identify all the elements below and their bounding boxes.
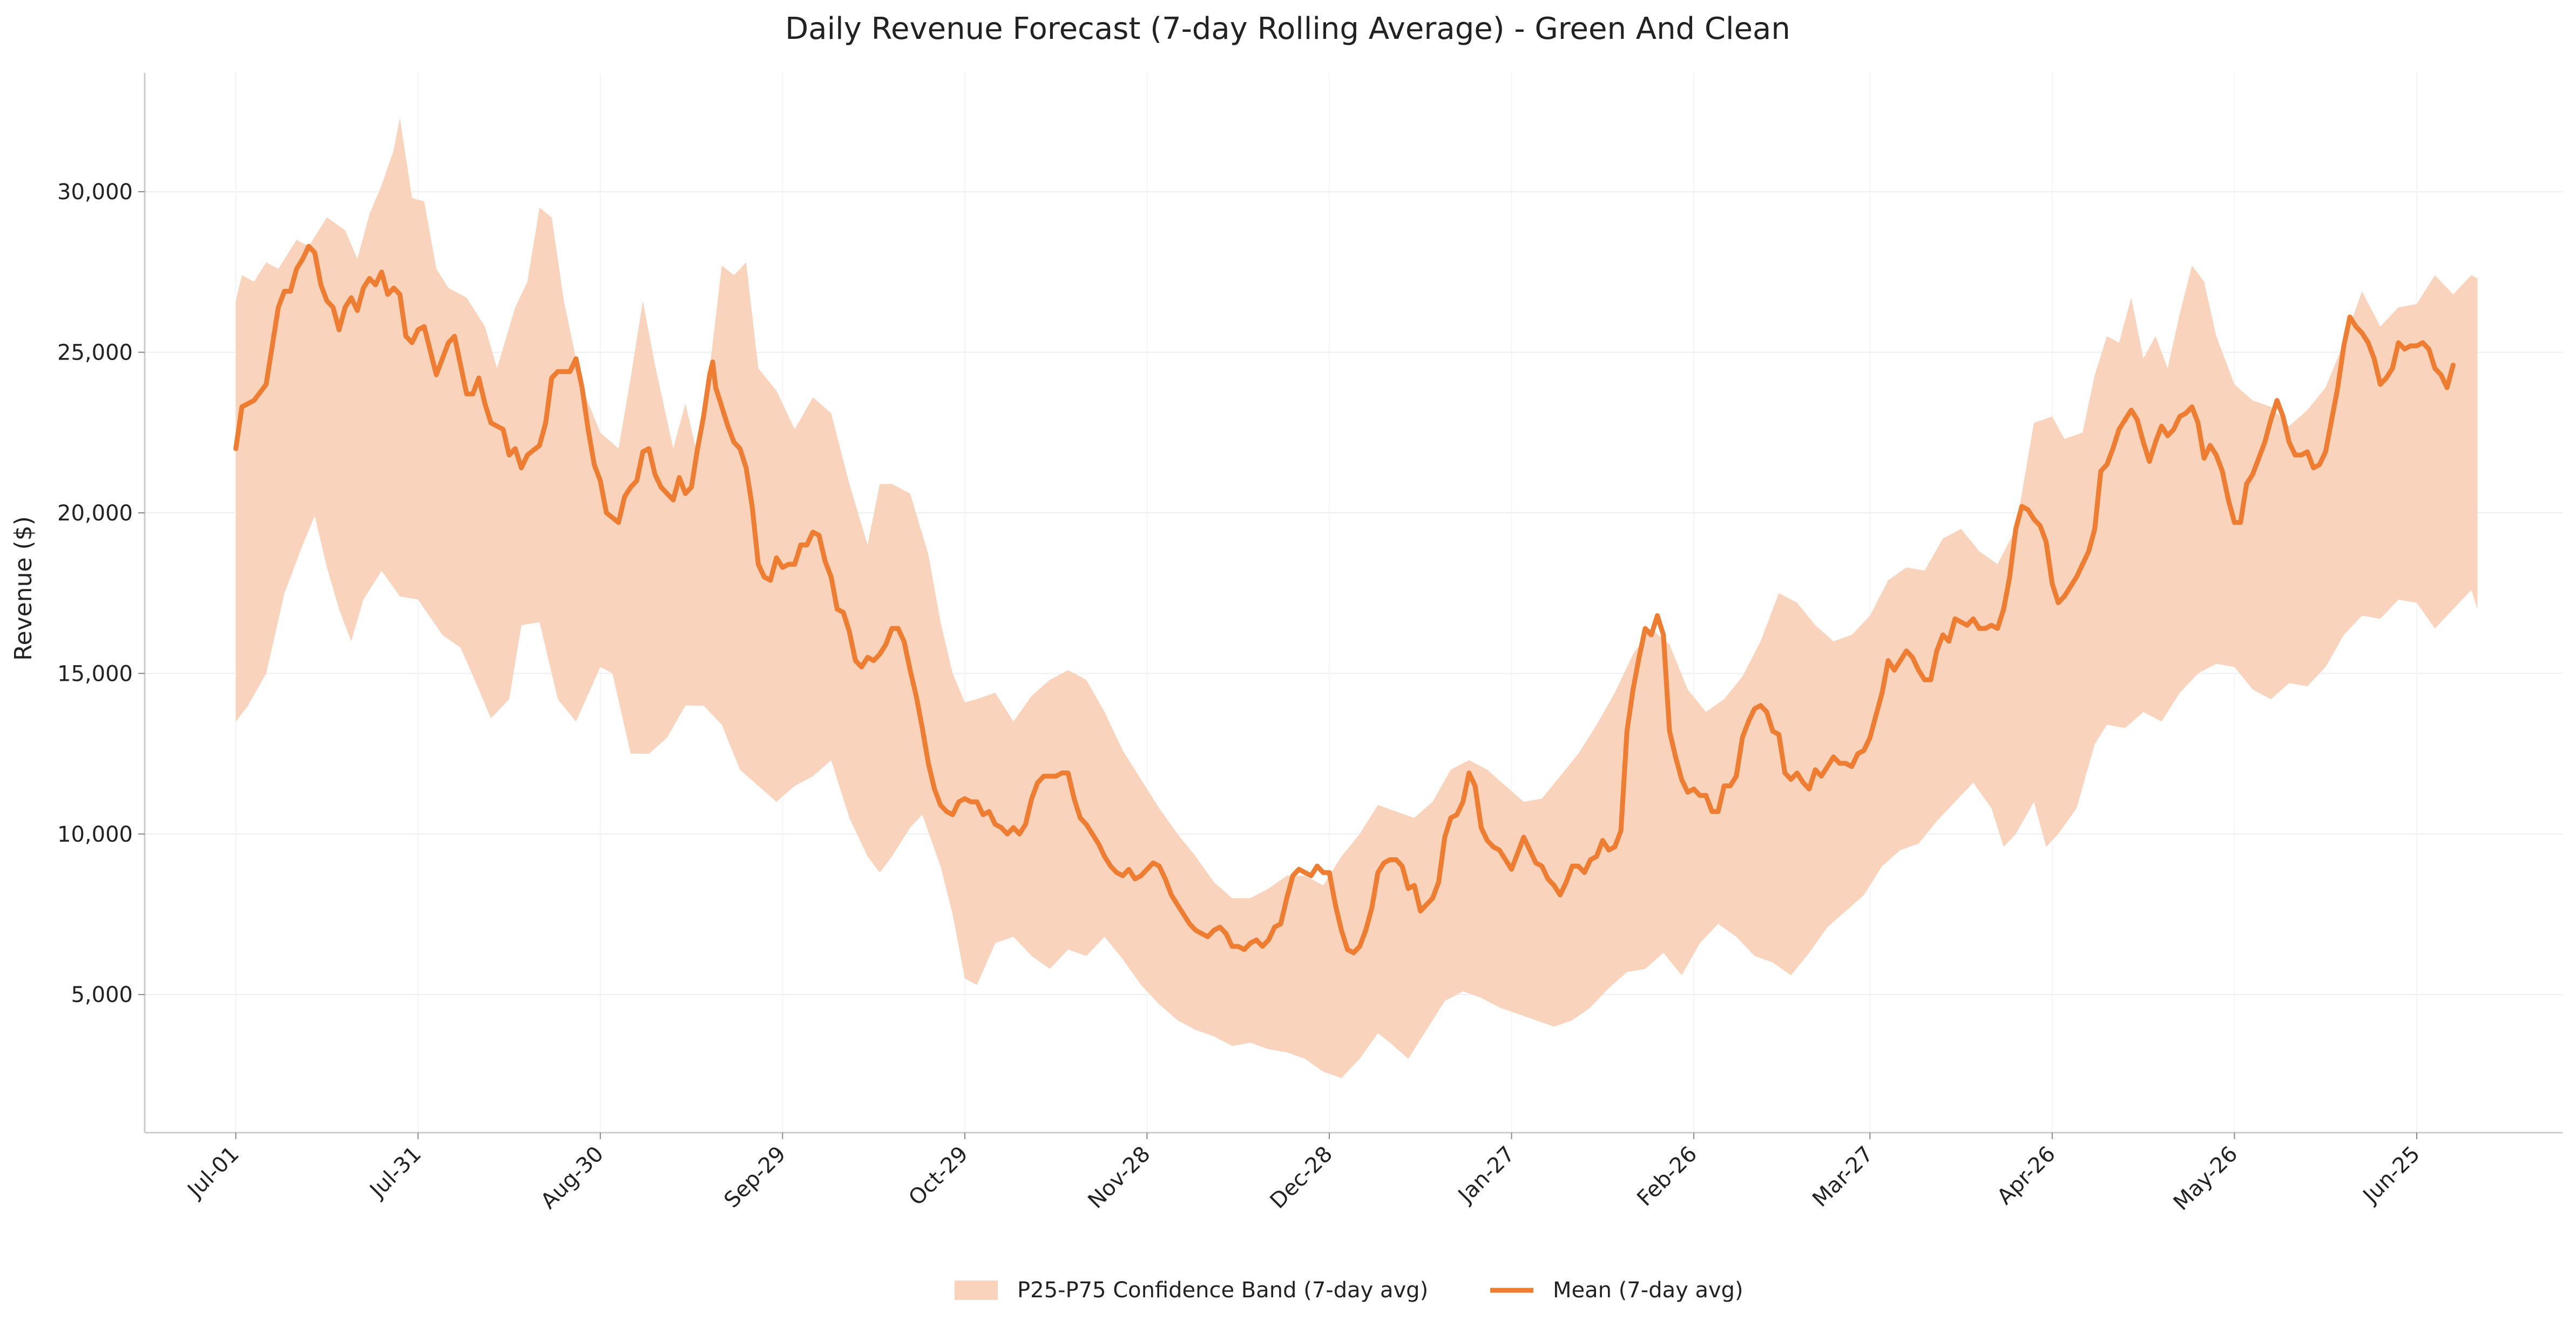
x-tick-label: Sep-29 (719, 1142, 790, 1213)
x-tick-label: Mar-27 (1808, 1142, 1878, 1212)
y-tick-label: 25,000 (57, 341, 133, 365)
x-tick-label: Dec-28 (1266, 1142, 1337, 1214)
mean-line (233, 243, 2456, 956)
legend-band-label: P25-P75 Confidence Band (7-day avg) (1017, 1278, 1428, 1303)
x-tick-label: Jul-01 (182, 1142, 244, 1204)
legend: P25-P75 Confidence Band (7-day avg) Mean… (955, 1278, 1743, 1303)
x-tick-label: Oct-29 (904, 1142, 973, 1211)
x-tick-label: Apr-26 (1992, 1142, 2060, 1210)
plot-area (233, 118, 2478, 1078)
y-tick-label: 20,000 (57, 501, 133, 526)
x-tick-label: Aug-30 (536, 1142, 608, 1214)
x-tick-label: Feb-26 (1632, 1142, 1702, 1211)
x-tick-label: Jan-27 (1452, 1142, 1519, 1209)
y-tick-label: 30,000 (57, 180, 133, 205)
legend-mean-label: Mean (7-day avg) (1553, 1278, 1743, 1303)
axes (144, 73, 2563, 1134)
x-tick-label: Jul-31 (364, 1142, 426, 1204)
y-axis-label: Revenue ($) (10, 516, 37, 661)
y-tick-label: 10,000 (57, 822, 133, 847)
x-tick-label: Nov-28 (1083, 1142, 1155, 1214)
legend-band-swatch (955, 1281, 998, 1300)
confidence-band (235, 118, 2478, 1078)
y-tick-label: 5,000 (71, 983, 133, 1007)
x-tick-label: May-26 (2169, 1142, 2243, 1216)
y-tick-label: 15,000 (57, 661, 133, 686)
chart-title: Daily Revenue Forecast (7-day Rolling Av… (785, 11, 1790, 46)
x-tick-label: Jun-25 (2357, 1142, 2425, 1209)
